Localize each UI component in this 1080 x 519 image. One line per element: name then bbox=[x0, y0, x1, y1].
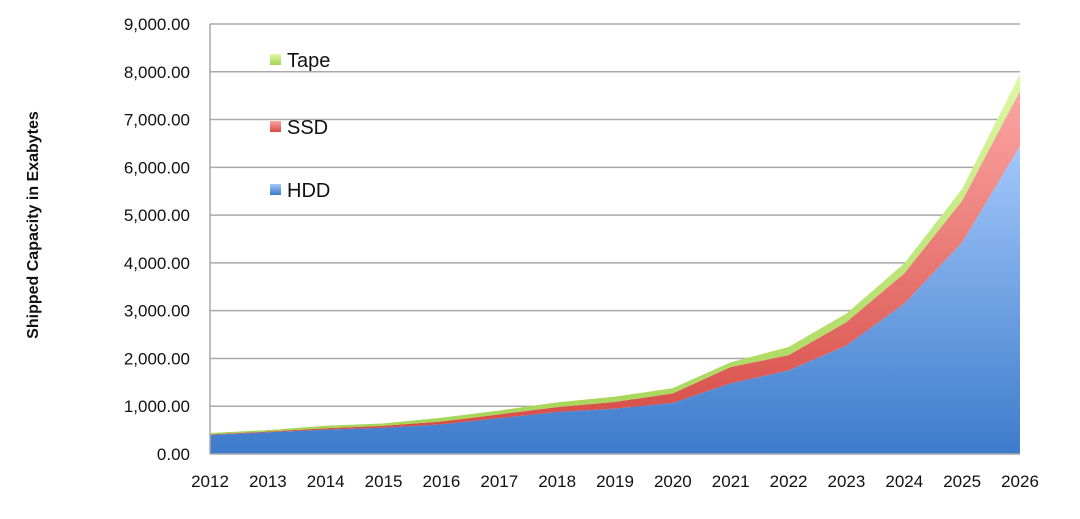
y-tick-label: 4,000.00 bbox=[124, 254, 190, 273]
x-tick-label: 2025 bbox=[943, 472, 981, 491]
x-tick-label: 2016 bbox=[423, 472, 461, 491]
y-tick-label: 7,000.00 bbox=[124, 111, 190, 130]
legend-swatch-ssd bbox=[270, 121, 281, 132]
x-tick-label: 2026 bbox=[1001, 472, 1039, 491]
y-tick-label: 8,000.00 bbox=[124, 63, 190, 82]
x-tick-label: 2015 bbox=[365, 472, 403, 491]
axes: 0.00 1,000.00 2,000.00 3,000.00 4,000.00 5,00… bbox=[124, 15, 1039, 491]
y-tick-label: 6,000.00 bbox=[124, 158, 190, 177]
legend-swatch-tape bbox=[270, 54, 281, 65]
x-tick-label: 2023 bbox=[828, 472, 866, 491]
gridlines bbox=[210, 23, 1020, 407]
areas bbox=[210, 74, 1020, 455]
x-tick-label: 2014 bbox=[307, 472, 345, 491]
x-tick-label: 2018 bbox=[538, 472, 576, 491]
y-tick-label: 3,000.00 bbox=[124, 302, 190, 321]
legend-swatch-hdd bbox=[270, 184, 281, 195]
y-tick-label: 9,000.00 bbox=[124, 15, 190, 34]
x-tick-label: 2022 bbox=[770, 472, 808, 491]
y-tick-label: 5,000.00 bbox=[124, 206, 190, 225]
legend-label-ssd: SSD bbox=[287, 117, 328, 139]
x-tick-label: 2021 bbox=[712, 472, 750, 491]
y-tick-label: 2,000.00 bbox=[124, 349, 190, 368]
legend-label-tape: Tape bbox=[287, 50, 330, 72]
area-hdd bbox=[210, 145, 1020, 455]
x-tick-label: 2012 bbox=[191, 472, 229, 491]
x-tick-label: 2017 bbox=[480, 472, 518, 491]
area-ssd bbox=[210, 90, 1020, 435]
legend: HDD SSD Tape bbox=[270, 50, 330, 202]
x-tick-label: 2020 bbox=[654, 472, 692, 491]
x-tick-label: 2024 bbox=[885, 472, 923, 491]
y-axis-title: Shipped Capacity in Exabytes bbox=[25, 111, 42, 339]
x-tick-label: 2013 bbox=[249, 472, 287, 491]
x-tick-label: 2019 bbox=[596, 472, 634, 491]
y-tick-label: 1,000.00 bbox=[124, 397, 190, 416]
y-tick-label: 0.00 bbox=[157, 445, 190, 464]
legend-label-hdd: HDD bbox=[287, 180, 330, 202]
